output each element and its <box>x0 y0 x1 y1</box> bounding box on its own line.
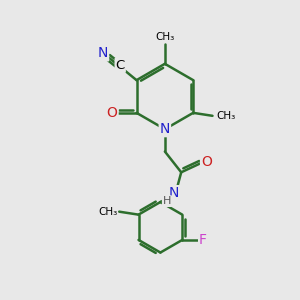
Text: N: N <box>160 122 170 136</box>
Text: O: O <box>107 106 118 120</box>
Text: H: H <box>163 196 171 206</box>
Text: O: O <box>201 155 212 169</box>
Text: N: N <box>169 186 179 200</box>
Text: CH₃: CH₃ <box>155 32 175 42</box>
Text: F: F <box>199 233 207 247</box>
Text: CH₃: CH₃ <box>98 207 118 217</box>
Text: CH₃: CH₃ <box>216 111 235 121</box>
Text: C: C <box>116 59 125 72</box>
Text: N: N <box>98 46 108 60</box>
